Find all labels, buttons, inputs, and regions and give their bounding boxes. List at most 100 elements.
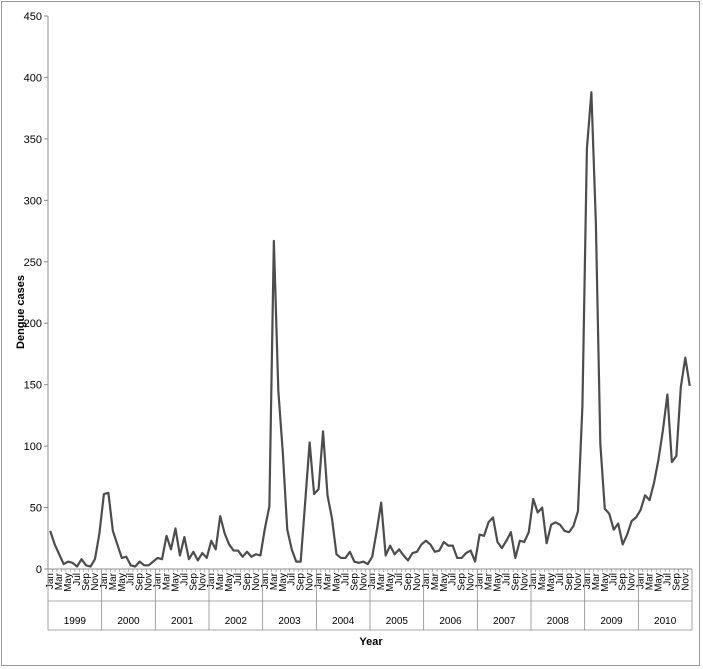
- x-month-label: Mar: [215, 572, 226, 590]
- x-month-label: Sep: [188, 573, 199, 591]
- x-month-label: Jan: [206, 573, 217, 589]
- data-point: [58, 553, 60, 555]
- x-month-label: Jan: [260, 573, 271, 589]
- data-point: [63, 563, 65, 565]
- x-month-label: Mar: [537, 572, 548, 590]
- data-point: [617, 523, 619, 525]
- year-label: 2002: [225, 616, 248, 627]
- data-point: [143, 564, 145, 566]
- year-label: 1999: [64, 616, 87, 627]
- data-point: [581, 405, 583, 407]
- x-month-label: Nov: [305, 573, 316, 591]
- data-point: [564, 530, 566, 532]
- data-point: [152, 561, 154, 563]
- data-point: [264, 527, 266, 529]
- x-month-label: Mar: [376, 572, 387, 590]
- x-month-label: Mar: [108, 572, 119, 590]
- data-point: [362, 561, 364, 563]
- data-point: [420, 543, 422, 545]
- x-month-label: Sep: [510, 573, 521, 591]
- x-month-label: Jan: [475, 573, 486, 589]
- data-point: [116, 543, 118, 545]
- x-month-label: Nov: [251, 573, 262, 591]
- data-point: [577, 510, 579, 512]
- data-point: [183, 536, 185, 538]
- data-point: [519, 540, 521, 542]
- x-month-label: Jul: [233, 573, 244, 586]
- series-line-dengue-cases: [49, 91, 691, 568]
- data-point: [671, 461, 673, 463]
- data-point: [340, 557, 342, 559]
- data-point: [666, 393, 668, 395]
- data-point: [76, 566, 78, 568]
- data-point: [590, 91, 592, 93]
- data-point: [429, 543, 431, 545]
- data-point: [622, 543, 624, 545]
- data-point: [568, 531, 570, 533]
- data-point: [389, 545, 391, 547]
- data-point: [201, 552, 203, 554]
- data-point: [537, 511, 539, 513]
- data-point: [130, 564, 132, 566]
- data-point: [179, 554, 181, 556]
- data-point: [335, 553, 337, 555]
- data-point: [81, 558, 83, 560]
- x-month-label: Sep: [564, 573, 575, 591]
- x-month-label: Jul: [287, 573, 298, 586]
- x-month-label: Mar: [323, 572, 334, 590]
- data-point: [447, 545, 449, 547]
- data-point: [242, 556, 244, 558]
- data-point: [188, 558, 190, 560]
- data-point: [572, 525, 574, 527]
- data-point: [604, 508, 606, 510]
- x-month-label: Nov: [412, 573, 423, 591]
- data-point: [54, 543, 56, 545]
- data-point: [599, 443, 601, 445]
- data-point: [291, 548, 293, 550]
- data-point: [689, 385, 691, 387]
- data-point: [684, 357, 686, 359]
- x-month-label: Sep: [242, 573, 253, 591]
- x-month-label: May: [546, 573, 557, 592]
- x-month-label: Jan: [314, 573, 325, 589]
- data-point: [72, 562, 74, 564]
- data-point: [148, 564, 150, 566]
- x-month-label: Jan: [528, 573, 539, 589]
- data-point: [94, 558, 96, 560]
- year-label: 2006: [439, 616, 462, 627]
- data-point: [161, 558, 163, 560]
- data-point: [452, 545, 454, 547]
- x-month-label: Mar: [269, 572, 280, 590]
- data-point: [353, 561, 355, 563]
- data-point: [376, 530, 378, 532]
- year-label: 2007: [493, 616, 516, 627]
- x-month-label: Sep: [349, 573, 360, 591]
- data-point: [550, 524, 552, 526]
- data-point: [657, 459, 659, 461]
- x-month-label: Jul: [340, 573, 351, 586]
- data-point: [483, 535, 485, 537]
- data-point: [385, 554, 387, 556]
- data-point: [103, 493, 105, 495]
- data-point: [528, 531, 530, 533]
- data-point: [635, 516, 637, 518]
- data-point: [89, 566, 91, 568]
- data-point: [438, 550, 440, 552]
- year-label: 2003: [278, 616, 301, 627]
- x-month-label: May: [653, 573, 664, 592]
- data-point: [443, 541, 445, 543]
- data-point: [541, 507, 543, 509]
- data-point: [653, 482, 655, 484]
- data-point: [295, 561, 297, 563]
- data-point: [532, 498, 534, 500]
- x-month-label: Nov: [358, 573, 369, 591]
- x-month-label: Jul: [179, 573, 190, 586]
- x-month-label: Nov: [680, 573, 691, 591]
- data-point: [112, 530, 114, 532]
- data-point: [67, 561, 69, 563]
- data-point: [555, 521, 557, 523]
- data-point: [608, 513, 610, 515]
- year-label: 2004: [332, 616, 355, 627]
